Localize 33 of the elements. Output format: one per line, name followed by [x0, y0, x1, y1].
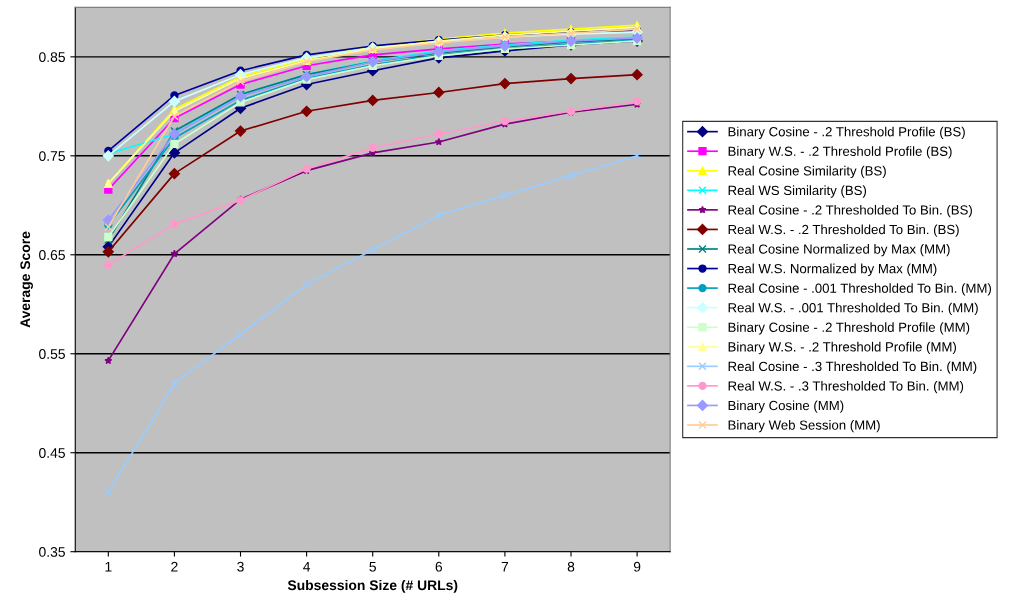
x-tick-label: 5 [369, 561, 376, 572]
x-axis-title: Subsession Size (# URLs) [287, 579, 458, 593]
x-tick-label: 8 [567, 561, 575, 572]
legend-label: Binary W.S. - .2 Threshold Profile (BS) [728, 146, 952, 159]
legend-label: Real W.S. Normalized by Max (MM) [728, 263, 937, 276]
x-tick-label: 4 [303, 561, 311, 572]
legend-label: Binary Cosine (MM) [728, 400, 844, 413]
x-tick-label: 7 [501, 561, 509, 572]
y-tick-label: 0.85 [39, 52, 65, 63]
x-tick-label: 6 [435, 561, 443, 572]
legend-label: Real WS Similarity (BS) [728, 185, 867, 198]
legend-label: Real Cosine - .001 Thresholded To Bin. (MM) [728, 283, 991, 296]
legend-label: Binary Web Session (MM) [728, 420, 880, 433]
legend-label: Real Cosine - .2 Thresholded To Bin. (BS) [728, 204, 972, 218]
y-tick-label: 0.35 [39, 547, 65, 557]
y-tick-label: 0.65 [39, 250, 65, 260]
legend-label: Binary Cosine - .2 Threshold Profile (BS) [728, 126, 965, 139]
x-tick-label: 9 [633, 561, 641, 572]
y-axis-title: Average Score [20, 231, 33, 328]
legend-label: Binary W.S. - .2 Threshold Profile (MM) [728, 341, 956, 355]
x-tick-label: 2 [171, 561, 178, 572]
legend-label: Real W.S. - .001 Thresholded To Bin. (MM) [728, 302, 978, 316]
legend-label: Real W.S. - .2 Thresholded To Bin. (BS) [728, 224, 959, 237]
legend-label: Binary Cosine - .2 Threshold Profile (MM) [728, 322, 970, 335]
legend-label: Real Cosine - .3 Thresholded To Bin. (MM) [728, 361, 977, 374]
y-tick-label: 0.55 [39, 349, 65, 359]
x-tick-label: 1 [105, 561, 112, 572]
x-tick-label: 3 [237, 561, 244, 572]
y-tick-label: 0.45 [39, 448, 65, 458]
legend-label: Real W.S. - .3 Thresholded To Bin. (MM) [728, 380, 964, 394]
y-tick-label: 0.75 [39, 151, 65, 161]
legend-label: Real Cosine Similarity (BS) [728, 165, 886, 179]
legend-label: Real Cosine Normalized by Max (MM) [728, 244, 950, 257]
